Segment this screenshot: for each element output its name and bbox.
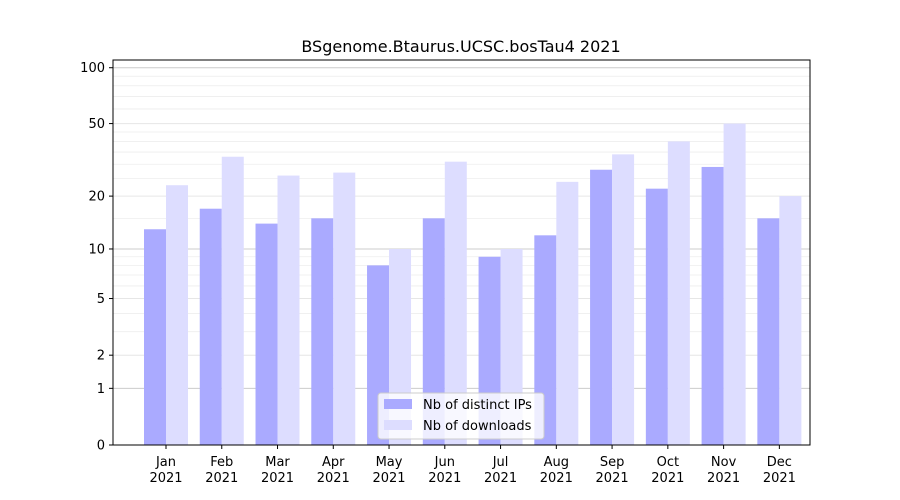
x-tick-label-year: 2021 — [428, 471, 461, 486]
legend-swatch-downloads — [384, 420, 412, 430]
bar-downloads-feb — [221, 156, 244, 446]
x-tick-label-year: 2021 — [261, 471, 294, 486]
x-tick-label-year: 2021 — [763, 471, 796, 486]
x-tick-label-month: Jun — [434, 455, 455, 470]
bar-distinct-ips-jun — [422, 218, 445, 445]
x-tick-label-month: Oct — [657, 455, 679, 470]
x-tick-label-month: Feb — [210, 455, 233, 470]
y-tick-label: 20 — [88, 190, 105, 205]
x-tick-label-year: 2021 — [205, 471, 238, 486]
y-tick-label: 10 — [88, 242, 105, 257]
y-tick-label: 100 — [80, 61, 105, 76]
x-tick-label-year: 2021 — [372, 471, 405, 486]
y-tick-label: 1 — [97, 382, 105, 397]
x-tick-label-year: 2021 — [484, 471, 517, 486]
bar-distinct-ips-oct — [645, 188, 668, 445]
bar-distinct-ips-feb — [199, 208, 222, 445]
legend-box — [377, 392, 545, 440]
bar-downloads-apr — [333, 172, 356, 445]
bar-distinct-ips-mar — [255, 223, 278, 445]
chart-title: BSgenome.Btaurus.UCSC.bosTau4 2021 — [301, 37, 620, 56]
y-tick-label: 50 — [88, 117, 105, 132]
x-tick-label-month: Apr — [322, 455, 345, 470]
bar-downloads-sep — [612, 154, 635, 445]
x-tick-label-month: Nov — [711, 455, 737, 470]
bar-downloads-aug — [556, 181, 579, 446]
x-tick-label-month: Jul — [492, 455, 509, 470]
bar-downloads-jan — [166, 185, 188, 445]
x-tick-label-year: 2021 — [540, 471, 573, 486]
axes: 0125102050100Jan2021Feb2021Mar2021Apr202… — [80, 59, 811, 486]
bar-distinct-ips-jan — [144, 229, 166, 445]
bar-downloads-oct — [667, 141, 690, 446]
x-tick-label-year: 2021 — [651, 471, 684, 486]
x-tick-label-month: Sep — [600, 455, 625, 470]
legend-label-downloads: Nb of downloads — [423, 419, 532, 434]
bar-downloads-nov — [723, 123, 746, 446]
bar-distinct-ips-nov — [701, 166, 724, 445]
x-tick-label-year: 2021 — [149, 471, 182, 486]
legend-label-distinct-ips: Nb of distinct IPs — [423, 398, 532, 413]
legend-swatch-distinct-ips — [384, 399, 412, 409]
y-tick-label: 5 — [97, 292, 105, 307]
y-tick-label: 2 — [97, 349, 105, 364]
x-tick-label-month: Dec — [767, 455, 792, 470]
bar-downloads-jun — [444, 161, 467, 445]
x-tick-label-month: Aug — [544, 455, 569, 470]
x-tick-label-year: 2021 — [596, 471, 629, 486]
bar-downloads-dec — [779, 196, 802, 445]
bar-downloads-mar — [277, 175, 300, 445]
plot-frame — [112, 59, 811, 446]
y-tick-label: 0 — [97, 439, 105, 454]
x-tick-label-year: 2021 — [317, 471, 350, 486]
x-tick-label-month: Mar — [265, 455, 290, 470]
x-tick-label-year: 2021 — [707, 471, 740, 486]
bar-distinct-ips-dec — [757, 218, 780, 445]
x-tick-label-month: May — [376, 455, 403, 470]
x-tick-label-month: Jan — [155, 455, 176, 470]
bar-distinct-ips-sep — [590, 169, 613, 445]
legend: Nb of distinct IPs Nb of downloads — [377, 392, 545, 440]
bar-distinct-ips-apr — [311, 218, 334, 445]
